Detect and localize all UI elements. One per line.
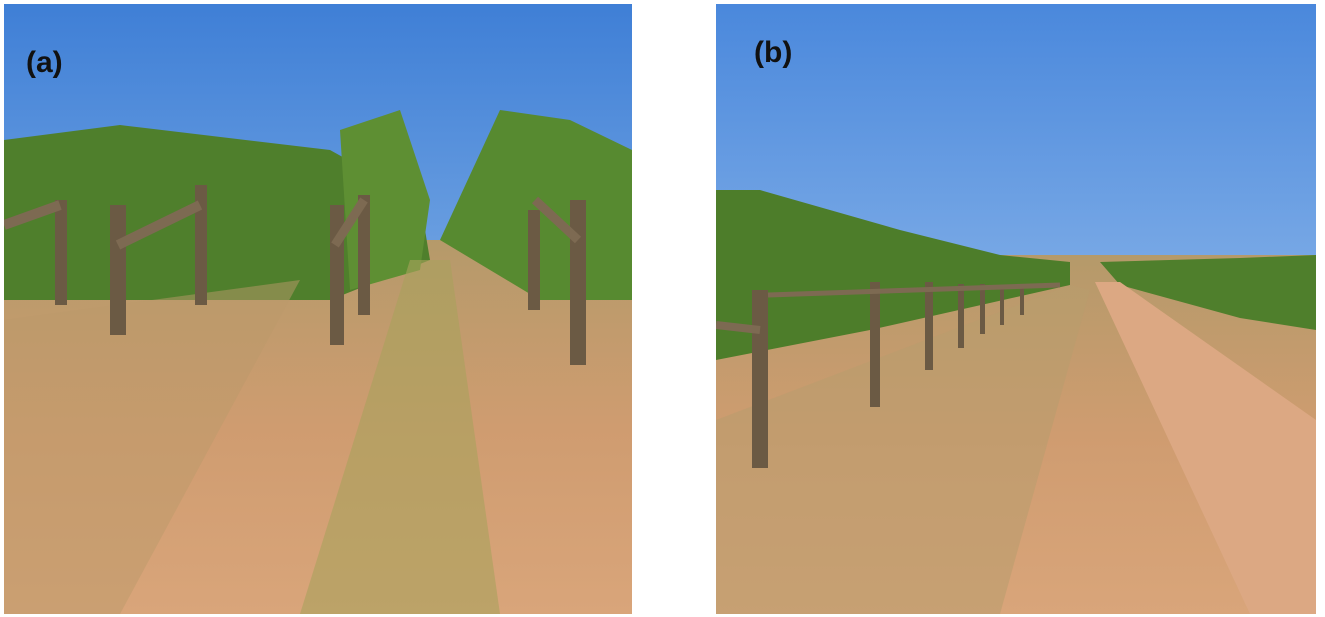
panel-label: (b) [754,36,792,69]
post [528,210,540,310]
post [958,284,964,348]
post [1000,285,1004,325]
photo-b: (b) [716,4,1316,614]
page: (a) (b) (() => { const data = JSON.parse… [0,0,1325,617]
post [980,284,985,334]
post [925,282,933,370]
panel-label: (a) [26,46,63,79]
post [55,200,67,305]
figure: (a) (b) [0,0,1325,617]
photo-a: (a) [4,4,632,614]
post [110,205,126,335]
post [870,282,880,407]
post [1020,285,1024,315]
crossbar [716,325,760,330]
post [752,290,768,468]
post [570,200,586,365]
